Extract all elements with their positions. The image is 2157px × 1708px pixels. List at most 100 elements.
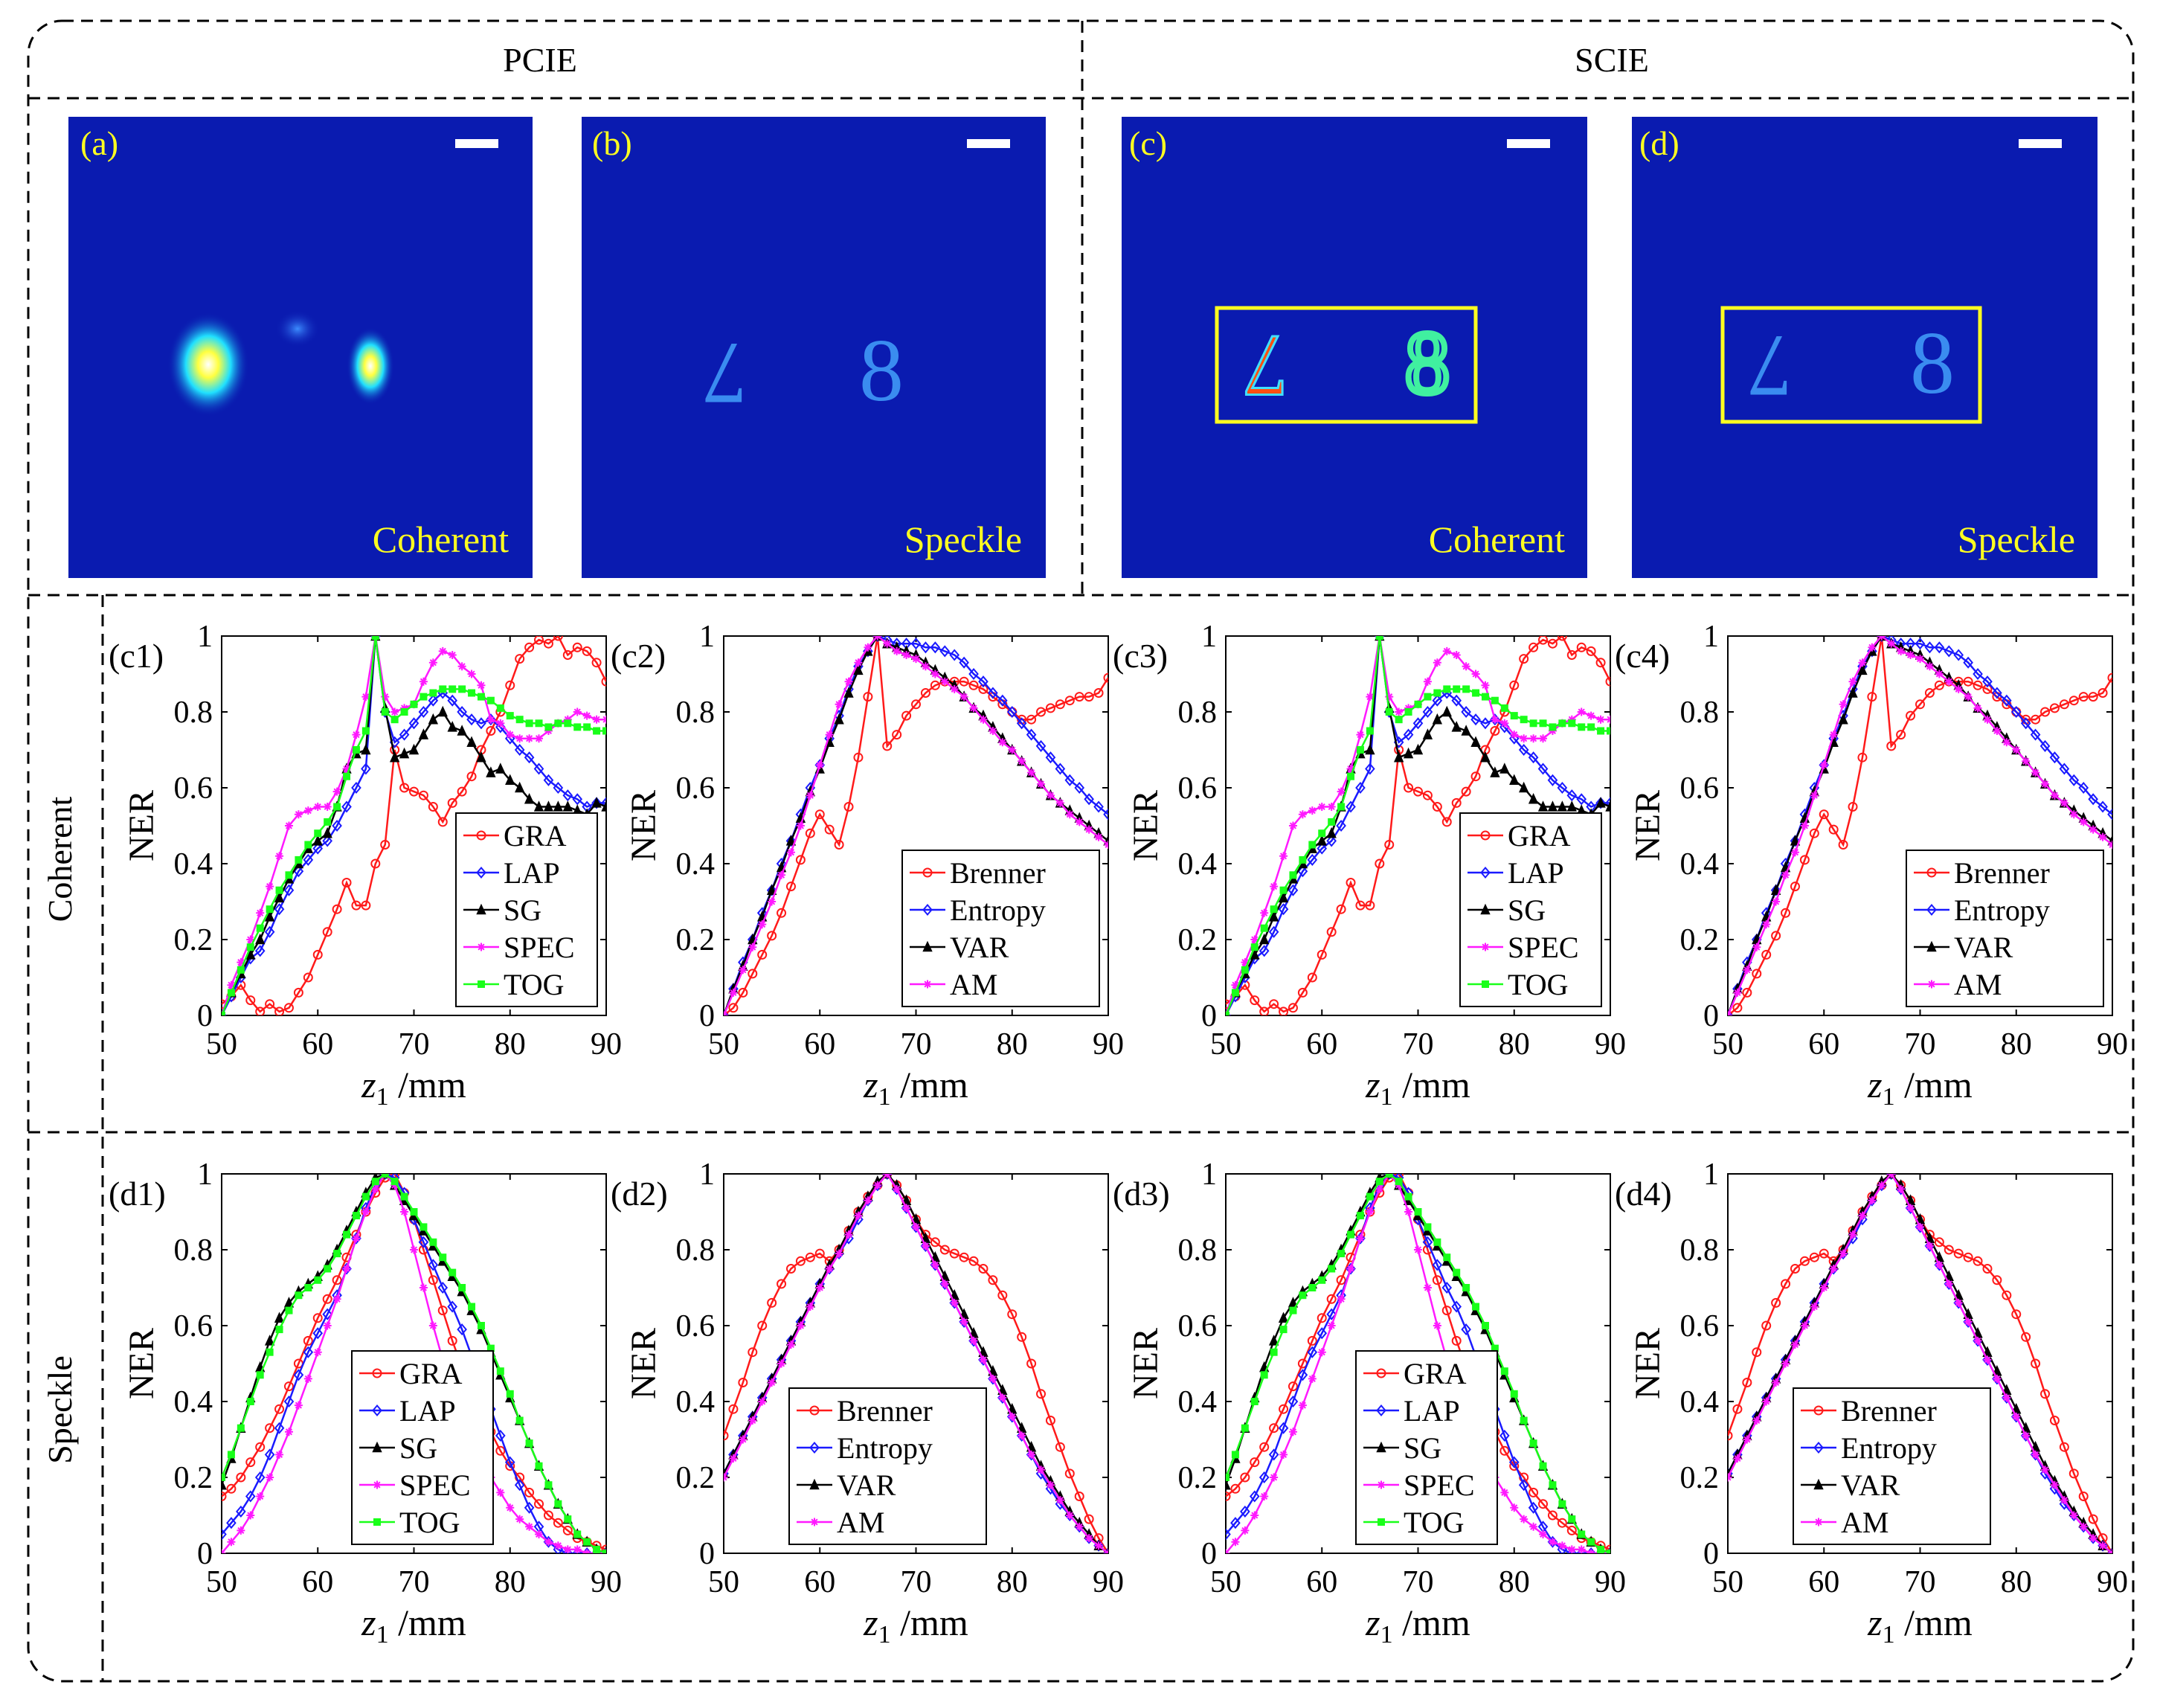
- image-c-roi-box: [1215, 306, 1478, 424]
- chart-c2-point-am-stroke: [1046, 791, 1055, 800]
- chart-c3-point-spec: [1337, 787, 1346, 796]
- chart-d3-point-tog: [1289, 1306, 1297, 1314]
- chart-c4-point-am: [2031, 768, 2040, 777]
- chart-d3-point-lap: [1317, 1327, 1328, 1340]
- chart-d4-point-brenner: [2068, 1468, 2079, 1479]
- chart-d2-point-entropy: [881, 1174, 893, 1181]
- chart-c2-point-am: [1037, 780, 1046, 789]
- chart-c4-point-am-stroke: [1868, 643, 1877, 652]
- chart-d3-point-spec-stroke: [1529, 1522, 1538, 1531]
- chart-d3-point-gra: [1432, 1275, 1442, 1285]
- chart-d1-point-lap: [524, 1501, 535, 1514]
- chart-c3-series-gra: [1226, 636, 1610, 1015]
- chart-c1-point-spec-stroke: [573, 707, 582, 716]
- chart-c3-point-sg: [1268, 911, 1279, 922]
- chart-c2-point-am-stroke: [1065, 810, 1074, 819]
- chart-d1-point-tog: [410, 1208, 418, 1216]
- chart-c1-point-gra: [553, 636, 563, 641]
- chart-d4-point-am-stroke: [1993, 1374, 2002, 1383]
- image-a-blob-right: [347, 327, 394, 405]
- chart-c2-point-am: [912, 655, 920, 664]
- chart-d4-point-brenner: [2002, 1290, 2012, 1300]
- chart-c2-legend-label-am: AM: [950, 968, 997, 1001]
- chart-c1-point-sg: [399, 747, 410, 759]
- chart-d2-point-am-stroke: [912, 1222, 920, 1231]
- chart-c2-point-brenner: [814, 809, 825, 820]
- chart-d3-point-lap: [1432, 1259, 1443, 1271]
- chart-c4-point-entropy: [1876, 636, 1887, 643]
- chart-d1-point-spec: [573, 1545, 582, 1553]
- chart-d1-point-tog: [400, 1192, 408, 1201]
- chart-c3-point-lap: [1557, 781, 1568, 794]
- chart-c3-point-lap: [1403, 728, 1414, 741]
- chart-d3-point-spec: [1577, 1545, 1586, 1553]
- chart-c1-point-tog: [314, 829, 322, 838]
- chart-c2-point-brenner: [748, 969, 758, 979]
- chart-c2-point-brenner: [901, 710, 912, 721]
- chart-d4-point-am: [1743, 1435, 1752, 1444]
- chart-d3-legend-label-gra: GRA: [1404, 1357, 1467, 1390]
- chart-c2-point-entropy: [1093, 800, 1104, 813]
- chart-d2-point-am-stroke: [835, 1249, 843, 1258]
- image-d-digit-7: 7: [1748, 317, 1793, 416]
- chart-d3-point-tog: [1443, 1253, 1451, 1262]
- chart-c1-point-spec: [284, 821, 293, 830]
- chart-c4-legend-marker-brenner: [1926, 867, 1937, 878]
- chart-d3-point-spec-stroke: [1577, 1545, 1586, 1553]
- chart-d1-point-spec: [563, 1545, 572, 1553]
- chart-c4-point-brenner: [1934, 680, 1944, 690]
- chart-c3-point-tog: [1308, 841, 1317, 849]
- chart-d1-point-spec: [313, 1348, 322, 1357]
- chart-c4-point-am-stroke: [1993, 727, 2002, 735]
- chart-c1-point-tog: [439, 685, 447, 693]
- chart-c2-legend-marker-am-stroke: [923, 980, 932, 989]
- chart-d1-ytick-label: 0.2: [174, 1461, 213, 1495]
- chart-c4-point-entropy: [2107, 808, 2112, 821]
- chart-c1-point-spec: [515, 734, 524, 743]
- chart-c1-point-tog: [544, 723, 553, 731]
- chart-c3-point-gra: [1451, 797, 1462, 808]
- chart-c1-point-sg: [543, 800, 554, 812]
- chart-c4-legend-label-am: AM: [1954, 968, 2002, 1001]
- chart-c3-point-spec-stroke: [1577, 707, 1586, 716]
- chart-c3-legend-label-sg: SG: [1508, 893, 1546, 927]
- chart-d1-ytick-label: 0.6: [174, 1309, 213, 1343]
- chart-d2-point-am: [979, 1355, 988, 1364]
- chart-d1-point-spec: [371, 1184, 380, 1193]
- chart-d1-point-gra: [553, 1518, 563, 1528]
- chart-d3-point-spec-stroke: [1404, 1207, 1413, 1216]
- chart-c3-point-gra: [1605, 676, 1610, 687]
- chart-c1-point-tog: [468, 689, 476, 697]
- chart-d4-point-am: [1810, 1303, 1819, 1311]
- chart-d1-point-spec: [342, 1265, 351, 1273]
- chart-d3-point-spec-stroke: [1395, 1181, 1404, 1190]
- chart-c1-panel-label: (c1): [109, 637, 164, 675]
- chart-c1-point-spec-stroke: [544, 727, 553, 735]
- chart-c2-point-am-stroke: [864, 643, 872, 652]
- chart-d1-xtick-label: 90: [591, 1565, 622, 1599]
- chart-c3-point-gra: [1576, 642, 1587, 652]
- chart-d1-xlabel: z1 /mm: [361, 1602, 466, 1648]
- chart-d1-point-tog: [295, 1291, 303, 1300]
- chart-d4-legend-marker-brenner: [1813, 1405, 1824, 1416]
- chart-d4-point-am-stroke: [1944, 1280, 1953, 1288]
- chart-d1-ytick-label: 0: [197, 1537, 213, 1571]
- chart-d3-point-spec-stroke: [1226, 1549, 1230, 1553]
- chart-c1-point-tog: [390, 716, 399, 724]
- chart-c4-point-entropy: [2020, 717, 2031, 730]
- chart-c3-point-lap: [1566, 789, 1578, 802]
- chart-c1-ytick-label: 0.2: [174, 923, 213, 957]
- chart-d3-point-spec-stroke: [1520, 1515, 1528, 1524]
- chart-d2-point-am-stroke: [969, 1336, 978, 1345]
- chart-c4-point-am: [1752, 943, 1761, 951]
- chart-d2-point-am-stroke: [902, 1204, 911, 1213]
- chart-c4-point-am: [1897, 646, 1906, 655]
- chart-d4-point-am-stroke: [2050, 1480, 2059, 1489]
- chart-c2-point-am: [883, 639, 892, 648]
- image-c-scalebar: [1507, 139, 1550, 148]
- chart-d3-xtick-label: 80: [1499, 1565, 1530, 1599]
- chart-d1-ytick-label: 0.8: [174, 1233, 213, 1268]
- chart-c3-point-sg: [1470, 736, 1481, 748]
- chart-c1-xlabel: z1 /mm: [361, 1064, 466, 1111]
